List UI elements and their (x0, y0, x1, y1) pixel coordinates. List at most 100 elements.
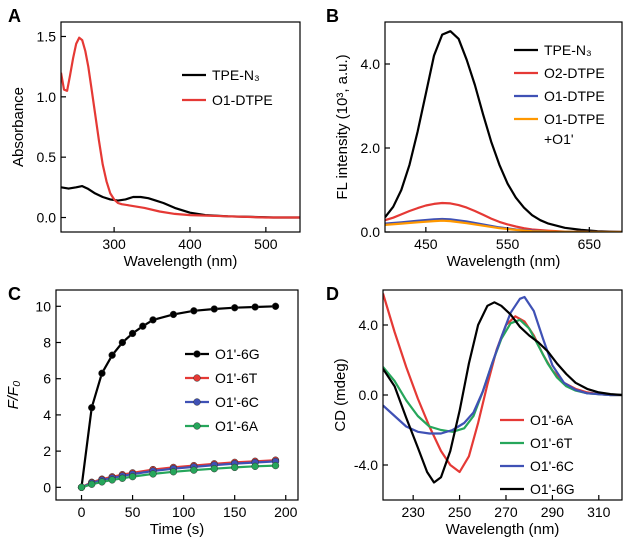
x-axis-label: Wavelength (nm) (447, 253, 561, 270)
x-tick-label: 100 (172, 504, 196, 520)
series-line (383, 301, 622, 484)
data-point (271, 461, 280, 470)
panel-letter: D (326, 284, 339, 304)
x-tick-label: 310 (587, 504, 611, 520)
legend: TPE-N₃ O2-DTPE O1-DTPE O1-DTPE +O1' (514, 42, 605, 147)
x-axis-label: Wavelength (nm) (446, 521, 560, 538)
panel-letter: B (326, 6, 339, 26)
data-point (210, 305, 218, 313)
data-point (231, 463, 239, 472)
panel-letter: C (8, 284, 21, 304)
y-tick-label: 6 (43, 371, 51, 387)
data-point (108, 351, 116, 359)
x-tick-label: 230 (401, 504, 425, 520)
y-tick-label: 0.0 (361, 224, 381, 240)
y-tick-label: 0.0 (37, 210, 57, 226)
data-point (128, 329, 137, 338)
legend-label: O1'-6T (215, 370, 258, 386)
panel-a: A 300 400 500 0.0 0.5 1.0 1.5 Wavelength (nm) Abs… (8, 6, 301, 270)
plot-frame (55, 289, 299, 501)
plot-frame (60, 21, 301, 233)
legend-label: O1-DTPE (544, 88, 605, 104)
legend-label: TPE-N₃ (544, 42, 592, 58)
data-point (88, 480, 96, 488)
series-group (383, 293, 622, 484)
legend-marker (193, 398, 201, 406)
legend-marker (193, 350, 201, 358)
data-point (98, 369, 106, 377)
data-point (77, 483, 86, 491)
data-point (118, 338, 127, 347)
legend-label: O1'-6A (215, 418, 259, 434)
y-tick-label: 2.0 (361, 140, 381, 156)
data-point (190, 307, 198, 315)
x-tick-label: 50 (125, 504, 141, 520)
x-tick-label: 550 (496, 236, 520, 252)
legend-label: O1'-6C (530, 458, 574, 474)
y-tick-label: 1.5 (37, 28, 57, 44)
x-tick-label: 300 (102, 236, 126, 252)
y-axis-label: Absorbance (10, 87, 27, 167)
x-axis-label: Wavelength (nm) (124, 253, 238, 270)
data-point (98, 478, 106, 486)
plot-frame (384, 21, 623, 233)
data-point (190, 466, 198, 474)
data-point (149, 470, 157, 478)
x-tick-label: 290 (541, 504, 565, 520)
legend-label: +O1' (544, 131, 574, 147)
series-line (383, 295, 622, 435)
x-axis-label: Time (s) (150, 521, 204, 538)
data-point (210, 465, 218, 473)
data-point (88, 404, 96, 412)
legend: O1'-6A O1'-6T O1'-6C O1'-6G (500, 412, 575, 497)
data-point (139, 322, 147, 330)
legend: TPE-N₃ O1-DTPE (182, 67, 273, 108)
y-tick-label: 0 (43, 479, 51, 495)
x-tick-label: 150 (223, 504, 247, 520)
y-tick-label: 4.0 (359, 317, 379, 333)
y-tick-label: 0.5 (37, 149, 57, 165)
y-tick-label: 8 (43, 335, 51, 351)
x-tick-label: 270 (494, 504, 518, 520)
y-axis-label: FL intensity (10³, a.u.) (334, 54, 351, 199)
series-line (61, 36, 300, 219)
legend-label: O1'-6T (530, 435, 573, 451)
data-point (251, 303, 259, 311)
x-tick-label: 0 (78, 504, 86, 520)
y-tick-label: 1.0 (37, 89, 57, 105)
series-line (383, 293, 622, 474)
x-tick-label: 650 (578, 236, 602, 252)
y-axis-label: CD (mdeg) (332, 358, 349, 431)
legend-label: O2-DTPE (544, 65, 605, 81)
data-point (271, 302, 280, 310)
series-group (61, 36, 300, 219)
y-tick-label: 4.0 (361, 56, 381, 72)
data-point (108, 476, 116, 484)
x-tick-label: 450 (414, 236, 438, 252)
legend-label: O1-DTPE (212, 92, 273, 108)
data-point (251, 462, 259, 470)
panel-d: D 230 250 270 290 310 -4.0 0.0 4.0 Wavelength (nm… (326, 284, 623, 538)
y-tick-label: 2 (43, 443, 51, 459)
x-tick-label: 200 (274, 504, 298, 520)
data-point (169, 468, 178, 476)
legend-marker (193, 374, 201, 382)
data-point (149, 316, 157, 324)
legend: O1'-6G O1'-6T O1'-6C O1'-6A (185, 346, 260, 434)
legend-label: O1'-6A (530, 412, 574, 428)
panel-letter: A (8, 6, 21, 26)
legend-label: O1'-6G (215, 346, 260, 362)
y-tick-label: 4 (43, 407, 51, 423)
x-tick-label: 500 (254, 236, 278, 252)
y-tick-label: -4.0 (354, 457, 378, 473)
x-tick-label: 400 (178, 236, 202, 252)
series-group (77, 302, 280, 491)
panel-b: B 450 550 650 0.0 2.0 4.0 Wavelength (nm) FL int… (326, 6, 623, 270)
data-point (118, 474, 127, 482)
plot-frame (382, 289, 623, 501)
legend-marker (193, 422, 201, 430)
y-tick-label: 10 (35, 298, 51, 314)
legend-label: O1'-6G (530, 481, 575, 497)
legend-label: TPE-N₃ (212, 67, 260, 83)
